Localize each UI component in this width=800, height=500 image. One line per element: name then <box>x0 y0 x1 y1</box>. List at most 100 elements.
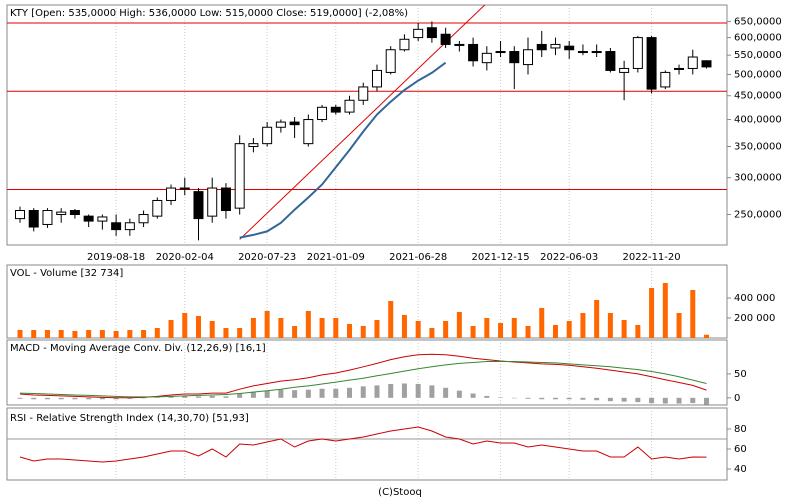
volume-bar <box>319 318 325 338</box>
panel-title: VOL - Volume [32 734] <box>10 268 123 279</box>
chart-title: KTY [Open: 535,0000 High: 536,0000 Low: … <box>10 8 408 19</box>
panel-title: RSI - Relative Strength Index (14,30,70)… <box>10 413 249 424</box>
candle-body <box>523 49 534 66</box>
candle-body <box>15 210 25 220</box>
indicator-line <box>19 361 707 398</box>
candle-body <box>564 45 575 51</box>
volume-bar <box>580 313 586 338</box>
histogram-bar <box>429 385 435 398</box>
histogram-bar <box>621 397 627 402</box>
volume-bar <box>154 328 160 338</box>
candle-body <box>660 71 671 88</box>
histogram-bar <box>470 393 476 398</box>
candle-body <box>358 86 369 101</box>
histogram-bar <box>44 397 50 400</box>
price-panel <box>6 4 728 246</box>
x-tick-label: 2022-11-20 <box>623 252 681 263</box>
y-tick-label: 600,0000 <box>734 33 782 44</box>
histogram-bar <box>209 395 215 398</box>
volume-bar <box>141 330 147 338</box>
volume-bar <box>484 318 490 338</box>
candle-body <box>69 210 80 216</box>
histogram-bar <box>223 396 229 398</box>
volume-bar <box>374 320 380 338</box>
histogram-bar <box>182 395 188 398</box>
candle-body <box>536 43 547 51</box>
volume-bar <box>99 330 105 338</box>
volume-bar <box>264 311 270 338</box>
y-tick-label: 550,0000 <box>734 50 782 61</box>
volume-bar <box>333 318 339 338</box>
candle-body <box>220 187 231 212</box>
candle-body <box>303 119 314 145</box>
volume-bar <box>72 331 78 338</box>
volume-bar <box>223 328 229 338</box>
histogram-bar <box>456 390 462 398</box>
histogram-bar <box>704 397 709 405</box>
volume-bar <box>525 326 531 338</box>
candle-body <box>385 49 396 73</box>
histogram-bar <box>690 397 696 404</box>
histogram-bar <box>347 387 353 398</box>
candle-body <box>550 43 561 49</box>
histogram-bar <box>72 397 78 400</box>
volume-bar <box>401 315 407 338</box>
candle-body <box>468 43 479 62</box>
moving-average <box>239 61 447 239</box>
y-tick-label: 40 <box>734 464 747 475</box>
y-tick-label: 650,0000 <box>734 16 782 27</box>
y-tick-label: 200 000 <box>734 313 775 324</box>
histogram-bar <box>333 388 339 398</box>
y-tick-label: 450,0000 <box>734 91 782 102</box>
candle-body <box>701 60 712 68</box>
histogram-bar <box>127 397 133 399</box>
candle-body <box>179 187 190 190</box>
volume-bar <box>113 331 119 338</box>
histogram-bar <box>401 383 407 398</box>
indicator-line <box>19 353 707 399</box>
x-tick-label: 2021-06-28 <box>389 252 447 263</box>
histogram-bar <box>168 396 174 398</box>
candle-body <box>371 69 382 88</box>
volume-bar <box>347 324 353 338</box>
volume-bar <box>237 328 243 338</box>
candle-body <box>674 67 685 70</box>
histogram-bar <box>113 397 119 400</box>
volume-bar <box>305 311 311 338</box>
volume-bar <box>704 334 709 338</box>
histogram-bar <box>374 385 380 398</box>
candle-body <box>509 51 520 64</box>
candle-body <box>42 210 53 225</box>
candle-body <box>632 37 643 69</box>
candle-body <box>605 51 616 71</box>
histogram-bar <box>86 397 92 400</box>
volume-bar <box>594 300 600 338</box>
y-tick-label: 500,0000 <box>734 69 782 80</box>
volume-bar <box>635 325 641 338</box>
volume-bar <box>676 313 682 338</box>
histogram-bar <box>580 397 586 400</box>
histogram-bar <box>264 390 270 398</box>
volume-bar <box>498 323 504 338</box>
candle-body <box>97 216 108 222</box>
candle-body <box>152 199 163 217</box>
candle-body <box>111 222 122 231</box>
candle-body <box>262 126 273 145</box>
candle-body <box>687 56 698 69</box>
candle-body <box>289 121 300 126</box>
candle-body <box>344 99 355 113</box>
footer: (C)Stooq <box>378 487 422 498</box>
histogram-bar <box>360 386 366 398</box>
candle-body <box>619 67 630 73</box>
candle-body <box>577 51 588 54</box>
candle-body <box>454 43 465 46</box>
histogram-bar <box>17 397 23 399</box>
y-tick-label: 250,0000 <box>734 210 782 221</box>
candle-body <box>399 38 410 51</box>
candle-body <box>317 106 328 121</box>
candle-body <box>646 37 657 90</box>
histogram-bar <box>525 397 531 399</box>
y-tick-label: 400 000 <box>734 293 775 304</box>
candle-body <box>124 222 135 231</box>
